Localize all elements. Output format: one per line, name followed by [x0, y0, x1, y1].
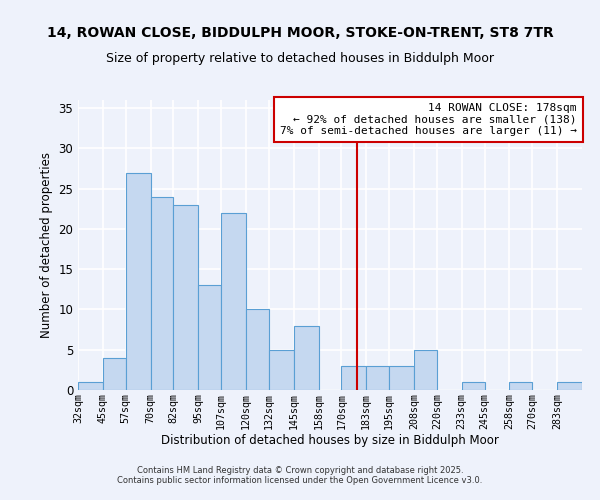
Bar — [341, 366, 366, 390]
Bar — [294, 326, 319, 390]
Bar — [246, 310, 269, 390]
Bar — [366, 366, 389, 390]
X-axis label: Distribution of detached houses by size in Biddulph Moor: Distribution of detached houses by size … — [161, 434, 499, 448]
Text: Contains HM Land Registry data © Crown copyright and database right 2025.
Contai: Contains HM Land Registry data © Crown c… — [118, 466, 482, 485]
Bar — [557, 382, 582, 390]
Bar — [103, 358, 126, 390]
Bar — [414, 350, 437, 390]
Bar — [151, 196, 173, 390]
Bar — [173, 204, 198, 390]
Y-axis label: Number of detached properties: Number of detached properties — [40, 152, 53, 338]
Bar — [126, 172, 151, 390]
Bar — [389, 366, 414, 390]
Text: Size of property relative to detached houses in Biddulph Moor: Size of property relative to detached ho… — [106, 52, 494, 65]
Bar — [509, 382, 532, 390]
Text: 14 ROWAN CLOSE: 178sqm
← 92% of detached houses are smaller (138)
7% of semi-det: 14 ROWAN CLOSE: 178sqm ← 92% of detached… — [280, 103, 577, 136]
Bar — [78, 382, 103, 390]
Bar — [269, 350, 294, 390]
Bar — [198, 286, 221, 390]
Text: 14, ROWAN CLOSE, BIDDULPH MOOR, STOKE-ON-TRENT, ST8 7TR: 14, ROWAN CLOSE, BIDDULPH MOOR, STOKE-ON… — [47, 26, 553, 40]
Bar — [462, 382, 485, 390]
Bar — [221, 213, 246, 390]
